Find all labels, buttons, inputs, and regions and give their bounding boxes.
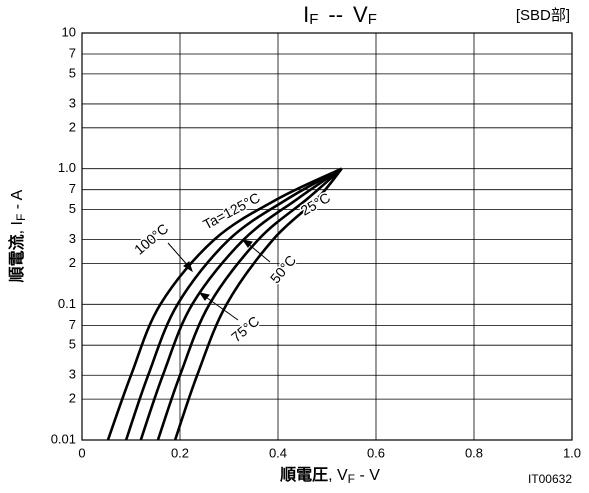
series-label: 75°C: [228, 313, 262, 345]
y-tick-label: 5: [69, 337, 76, 352]
title-sub: F: [309, 11, 318, 28]
curve: [156, 167, 343, 441]
y-tick-label: 5: [69, 201, 76, 216]
x-tick-label: 0.2: [171, 445, 189, 460]
label-sub: F: [14, 214, 28, 221]
series-label: 100°C: [131, 220, 171, 257]
y-tick-label: 0.1: [58, 296, 76, 311]
arrows: [167, 239, 271, 321]
x-axis-label: 順電圧, VF - V: [279, 466, 380, 486]
y-tick-label: 3: [69, 367, 76, 382]
note: [SBD部]: [516, 7, 570, 24]
series-label: 50°C: [267, 252, 299, 286]
curve: [173, 167, 343, 441]
x-tick-label: 0: [78, 445, 85, 460]
title-part: V: [353, 2, 368, 27]
curve: [124, 167, 343, 441]
x-tick-label: 0.6: [367, 445, 385, 460]
code: IT00632: [528, 472, 572, 486]
y-tick-label: 10: [62, 24, 76, 39]
arrow: [245, 241, 271, 263]
label-part: , V: [328, 467, 348, 484]
curve: [106, 167, 343, 441]
curve: [139, 167, 343, 441]
y-tick-label: 3: [69, 95, 76, 110]
arrow: [202, 294, 239, 321]
arrow-head: [241, 239, 253, 248]
y-tick-label: 3: [69, 231, 76, 246]
y-tick-label: 5: [69, 65, 76, 80]
y-tick-label: 7: [69, 181, 76, 196]
y-tick-label: 2: [69, 391, 76, 406]
y-tick-label: 0.01: [51, 431, 76, 446]
label-sub: F: [348, 472, 355, 486]
label-part: 順電圧: [279, 466, 328, 484]
y-tick-label: 7: [69, 317, 76, 332]
label-part: , I: [9, 221, 26, 234]
y-tick-label: 7: [69, 45, 76, 60]
title-part: I: [303, 2, 309, 27]
label-part: - V: [355, 467, 380, 484]
title-sub: F: [368, 11, 377, 28]
title-part: --: [328, 2, 343, 27]
y-tick-label: 2: [69, 255, 76, 270]
x-tick-label: 0.8: [465, 445, 483, 460]
x-tick-label: 1.0: [563, 445, 581, 460]
label-part: 順電流: [7, 234, 26, 283]
arrow-head: [198, 292, 210, 301]
y-tick-label: 2: [69, 119, 76, 134]
label-part: - A: [9, 189, 26, 213]
y-axis-label: 順電流, IF - A: [7, 189, 28, 283]
chart-title: IF -- VF: [303, 2, 377, 28]
x-tick-label: 0.4: [269, 445, 287, 460]
y-tick-label: 1.0: [58, 160, 76, 175]
